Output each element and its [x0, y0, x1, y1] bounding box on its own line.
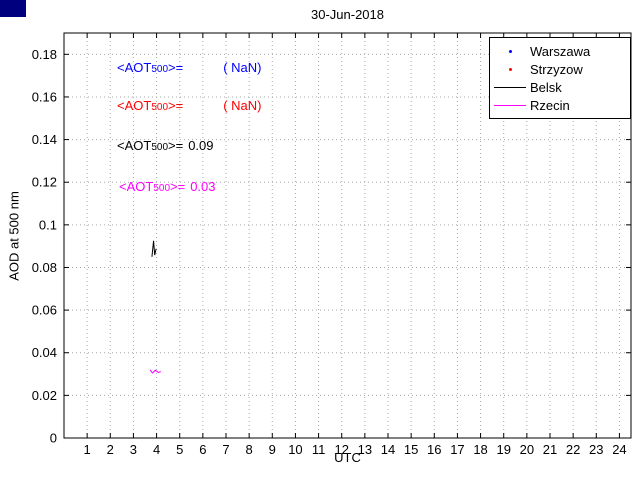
legend-item-rzecin: Rzecin: [490, 96, 630, 114]
svg-text:9: 9: [269, 442, 276, 457]
svg-text:10: 10: [288, 442, 302, 457]
legend-label-warszawa: Warszawa: [530, 43, 591, 59]
annotation-label: <AOT 500 >=: [117, 98, 184, 113]
svg-text:0.1: 0.1: [39, 217, 57, 232]
svg-text:17: 17: [450, 442, 464, 457]
svg-text:16: 16: [427, 442, 441, 457]
annotation-rzecin-mean: <AOT 500 >= 0.03: [119, 179, 216, 194]
legend-item-strzyzow: Strzyzow: [490, 60, 630, 78]
warszawa-dot-marker-icon: [490, 49, 530, 53]
svg-text:15: 15: [404, 442, 418, 457]
svg-text:0.12: 0.12: [32, 175, 57, 190]
svg-text:24: 24: [612, 442, 626, 457]
annotation-label: <AOT 500 >=: [117, 60, 184, 75]
annotation-warszawa-mean: <AOT 500 >= ( NaN): [117, 60, 261, 75]
y-axis-label: AOD at 500 nm: [6, 191, 22, 281]
legend: Warszawa Strzyzow Belsk Rzecin: [489, 37, 631, 119]
legend-item-belsk: Belsk: [490, 78, 630, 96]
legend-label-rzecin: Rzecin: [530, 97, 570, 113]
svg-text:1: 1: [84, 442, 91, 457]
svg-text:13: 13: [358, 442, 372, 457]
svg-text:8: 8: [246, 442, 253, 457]
annotation-strzyzow-mean: <AOT 500 >= ( NaN): [117, 98, 261, 113]
svg-text:0.18: 0.18: [32, 47, 57, 62]
svg-text:3: 3: [130, 442, 137, 457]
rzecin-line-marker-icon: [490, 104, 530, 106]
legend-label-belsk: Belsk: [530, 79, 562, 95]
svg-text:0.16: 0.16: [32, 89, 57, 104]
legend-item-warszawa: Warszawa: [490, 42, 630, 60]
svg-text:4: 4: [153, 442, 160, 457]
strzyzow-dot-marker-icon: [490, 67, 530, 71]
annotation-value: 0.03: [190, 179, 216, 194]
svg-text:14: 14: [381, 442, 395, 457]
svg-text:22: 22: [566, 442, 580, 457]
svg-text:0.06: 0.06: [32, 303, 57, 318]
svg-text:0: 0: [50, 431, 57, 446]
svg-text:6: 6: [199, 442, 206, 457]
annotation-value: ( NaN): [223, 60, 262, 75]
svg-text:23: 23: [589, 442, 603, 457]
belsk-line-marker-icon: [490, 86, 530, 88]
svg-text:19: 19: [496, 442, 510, 457]
x-axis-label: UTC: [334, 450, 361, 465]
svg-text:11: 11: [312, 442, 326, 457]
svg-text:2: 2: [107, 442, 114, 457]
svg-text:0.02: 0.02: [32, 388, 57, 403]
annotation-label: <AOT 500 >=: [117, 138, 184, 153]
svg-text:20: 20: [520, 442, 534, 457]
annotation-label: <AOT 500 >=: [119, 179, 186, 194]
svg-text:18: 18: [473, 442, 487, 457]
svg-text:0.08: 0.08: [32, 260, 57, 275]
svg-text:0.14: 0.14: [32, 132, 57, 147]
window-corner-artifact: [0, 0, 26, 17]
annotation-value: 0.09: [188, 138, 214, 153]
annotation-belsk-mean: <AOT 500 >= 0.09: [117, 138, 214, 153]
svg-text:7: 7: [222, 442, 229, 457]
svg-text:5: 5: [176, 442, 183, 457]
svg-text:21: 21: [543, 442, 557, 457]
annotation-value: ( NaN): [223, 98, 262, 113]
svg-text:12: 12: [334, 442, 348, 457]
legend-label-strzyzow: Strzyzow: [530, 61, 583, 77]
svg-text:0.04: 0.04: [32, 345, 57, 360]
chart-title: 30-Jun-2018: [311, 7, 384, 22]
